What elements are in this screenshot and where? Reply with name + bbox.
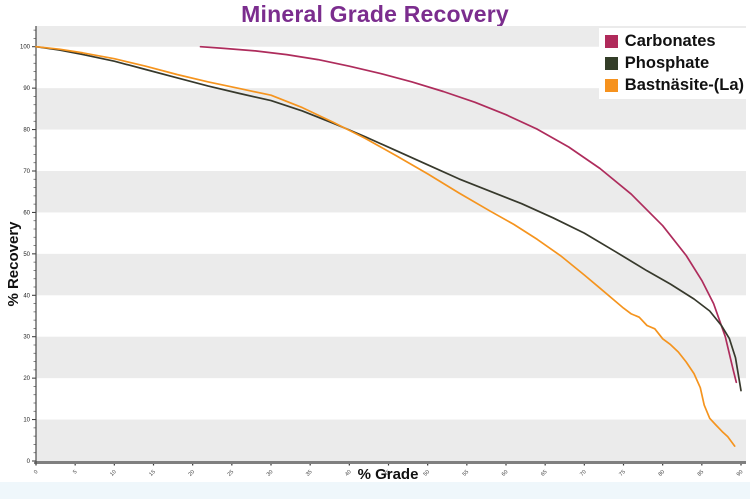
grid-band — [36, 26, 746, 47]
grid-band — [36, 336, 746, 379]
x-tick-label: 20 — [188, 469, 197, 478]
x-tick-label: 65 — [540, 469, 549, 478]
y-tick-label: 10 — [23, 418, 30, 424]
x-tick-label: 35 — [305, 469, 314, 478]
x-tick-label: 30 — [266, 469, 275, 478]
y-tick-label: 20 — [23, 376, 30, 382]
y-tick-label: 30 — [23, 335, 30, 341]
phosphate-swatch-icon — [604, 57, 618, 70]
y-tick-label: 50 — [23, 252, 30, 258]
x-tick-label: 85 — [697, 469, 706, 478]
chart-title: Mineral Grade Recovery — [241, 1, 509, 27]
legend-item-bastnasite: Bastnäsite-(La) — [604, 74, 744, 96]
bastnasite-swatch-icon — [604, 79, 618, 92]
y-tick-label: 90 — [23, 86, 30, 92]
x-tick-label: 40 — [344, 469, 353, 478]
x-tick-label: 5 — [72, 469, 78, 475]
y-tick-label: 40 — [23, 293, 30, 299]
legend-item-carbonates: Carbonates — [604, 30, 744, 52]
legend-label: Bastnäsite-(La) — [624, 75, 744, 94]
series-line-phosphate — [35, 45, 742, 392]
x-tick-label: 0 — [33, 469, 39, 475]
y-tick-label: 100 — [20, 45, 31, 51]
x-tick-label: 90 — [736, 469, 745, 478]
x-tick-label: 45 — [383, 469, 392, 478]
x-tick-label: 60 — [501, 469, 510, 478]
y-tick-label: 80 — [23, 128, 30, 134]
x-tick-label: 70 — [579, 469, 588, 478]
footer-strip — [0, 482, 750, 499]
grid-band — [36, 419, 746, 461]
legend-item-phosphate: Phosphate — [604, 52, 744, 74]
x-tick-label: 10 — [109, 469, 118, 478]
grid-band — [36, 253, 746, 296]
x-tick-label: 55 — [462, 469, 471, 478]
x-tick-label: 75 — [618, 469, 627, 478]
y-tick-label: 70 — [23, 169, 30, 175]
legend: Carbonates Phosphate Bastnäsite-(La) — [598, 28, 748, 99]
series-line-bastn-site-la — [35, 45, 736, 447]
y-axis-title: % Recovery — [5, 221, 22, 307]
y-tick-label: 60 — [23, 210, 30, 216]
x-tick-label: 15 — [148, 469, 157, 478]
x-tick-label: 50 — [423, 469, 432, 478]
x-axis-title: % Grade — [357, 466, 419, 483]
grid-band — [36, 171, 746, 213]
legend-label: Phosphate — [624, 53, 710, 72]
legend-label: Carbonates — [624, 31, 716, 50]
x-tick-label: 25 — [227, 469, 236, 478]
x-tick-label: 80 — [658, 469, 667, 478]
carbonates-swatch-icon — [604, 35, 618, 48]
y-tick-label: 0 — [27, 459, 31, 465]
series-line-carbonates — [199, 45, 738, 384]
